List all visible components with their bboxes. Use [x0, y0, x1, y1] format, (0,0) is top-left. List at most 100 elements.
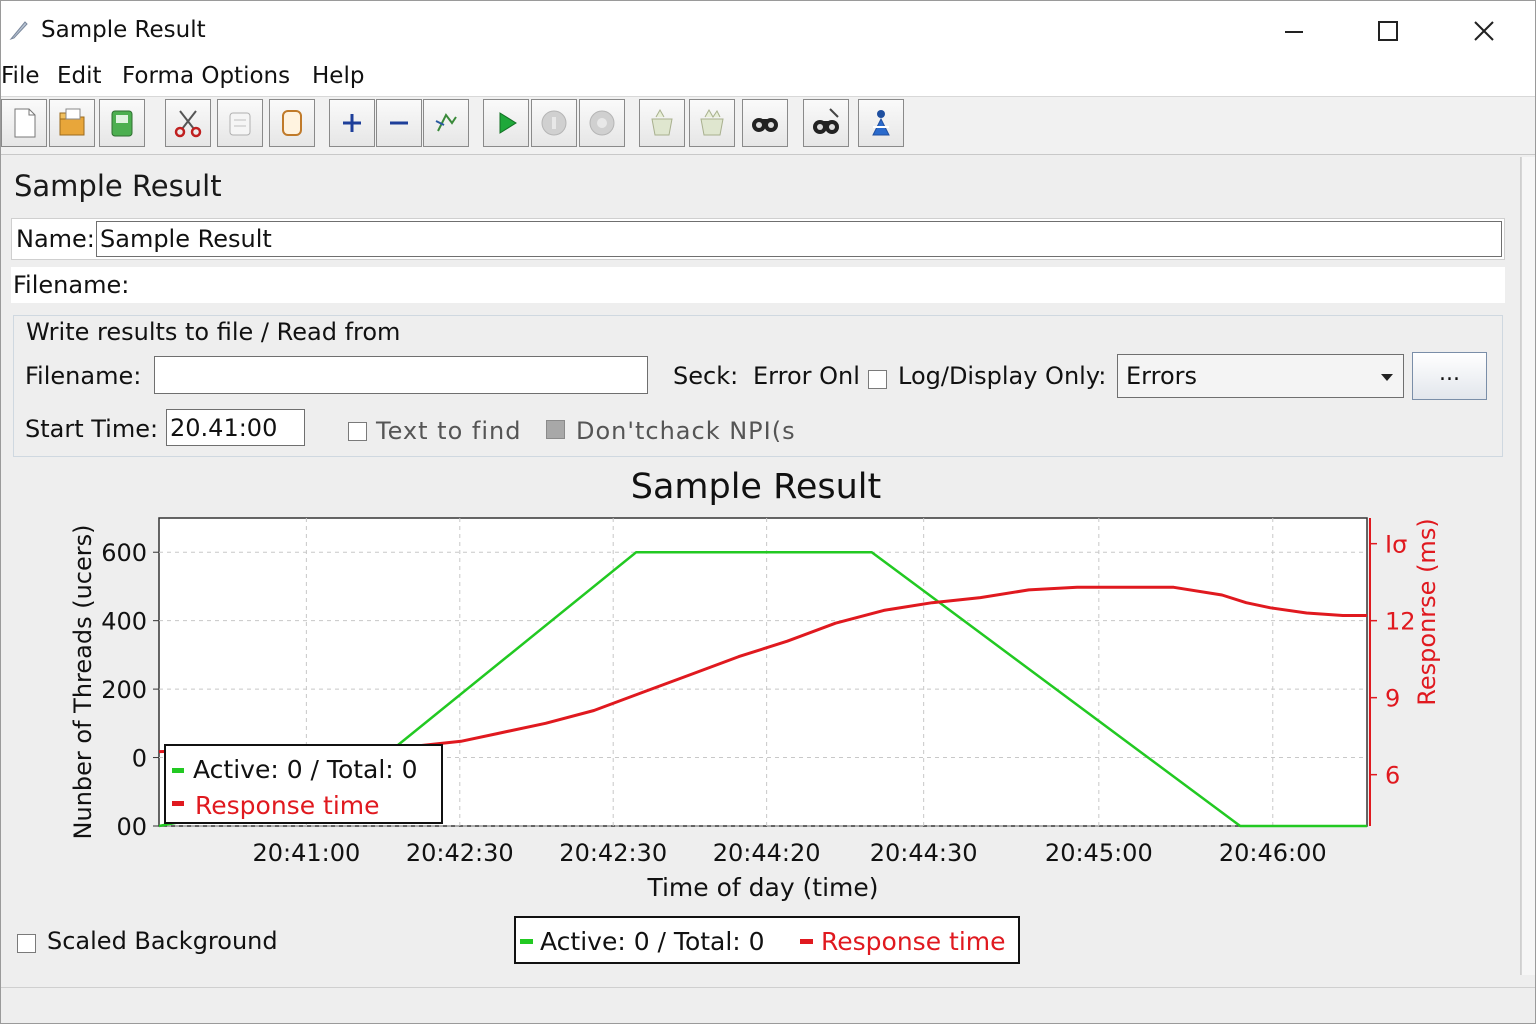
paste-button[interactable]: [269, 99, 315, 147]
vertical-scrollbar[interactable]: [1521, 157, 1535, 975]
log-display-value: Errors: [1126, 362, 1198, 390]
y-left-tick-label: 00: [116, 813, 147, 841]
close-button[interactable]: [1461, 11, 1507, 51]
new-button[interactable]: [1, 99, 47, 147]
collapse-minus-icon: [390, 121, 408, 125]
dont-check-checkbox[interactable]: [546, 420, 565, 439]
y-right-tick-label: 12: [1385, 608, 1416, 636]
save-button[interactable]: [99, 99, 145, 147]
text-to-find-checkbox[interactable]: [348, 422, 367, 441]
collapse-button[interactable]: [376, 99, 422, 147]
status-footer: [1, 987, 1535, 1023]
log-display-label: Log/Display Only:: [898, 362, 1107, 390]
minimize-button[interactable]: [1271, 11, 1317, 51]
search-icon: [752, 118, 778, 132]
open-button[interactable]: [49, 99, 95, 147]
y-left-axis-label: Nunber of Threads (ucers): [69, 525, 97, 840]
shutdown-icon: [589, 110, 615, 136]
clear-all-button[interactable]: [689, 99, 735, 147]
filename-label: Filename:: [13, 271, 130, 299]
x-tick-label: 20:41:00: [252, 839, 360, 867]
name-input[interactable]: [96, 221, 1502, 257]
copy-button[interactable]: [217, 99, 263, 147]
maximize-icon: [1378, 21, 1398, 41]
y-right-tick-label: 9: [1385, 685, 1400, 713]
y-left-tick-label: 0: [132, 745, 147, 773]
legend-active-swatch: [520, 939, 533, 944]
x-tick-label: 20:44:30: [870, 839, 978, 867]
menu-bar: File Edit Forma Options Help: [1, 61, 1535, 97]
function-helper-icon: [872, 110, 890, 136]
toggle-icon: [435, 113, 457, 132]
name-label: Name:: [16, 225, 95, 253]
log-display-select[interactable]: Errors: [1117, 354, 1404, 398]
cut-icon: [174, 110, 202, 138]
shutdown-button[interactable]: [579, 99, 625, 147]
expand-button[interactable]: [329, 99, 375, 147]
clear-all-icon: [700, 108, 724, 136]
bottom-legend-active-label: Active: 0 / Total: 0: [540, 927, 765, 956]
maximize-button[interactable]: [1365, 11, 1411, 51]
x-tick-label: 20:45:00: [1045, 839, 1153, 867]
scaled-background-label: Scaled Background: [47, 927, 278, 955]
clear-icon: [651, 108, 673, 136]
scaled-background-checkbox[interactable]: [17, 934, 36, 953]
paste-icon: [282, 110, 302, 136]
open-folder-icon: [59, 108, 85, 136]
inset-legend-active-label: Active: 0 / Total: 0: [193, 755, 418, 784]
copy-icon: [229, 112, 251, 136]
window-title: Sample Result: [41, 17, 206, 43]
y-right-tick-label: Ισ: [1385, 531, 1407, 559]
menu-help[interactable]: Help: [312, 63, 365, 89]
write-results-group: Write results to file / Read from Filena…: [13, 315, 1503, 457]
clear-button[interactable]: [639, 99, 685, 147]
inset-legend-active-swatch: [172, 768, 184, 773]
y-left-tick-label: 400: [101, 608, 147, 636]
start-icon: [499, 112, 517, 134]
cut-button[interactable]: [165, 99, 211, 147]
results-filename-label: Filename:: [25, 362, 142, 390]
bottom-legend: Active: 0 / Total: 0 Response time: [514, 916, 1020, 964]
menu-format-options[interactable]: Forma Options: [122, 63, 291, 89]
x-tick-label: 20:42:30: [559, 839, 667, 867]
panel-title: Sample Result: [14, 169, 222, 203]
reset-search-icon: [813, 108, 839, 134]
new-document-icon: [14, 108, 36, 138]
start-time-label: Start Time:: [25, 415, 159, 443]
x-tick-label: 20:46:00: [1219, 839, 1327, 867]
y-left-tick-label: 600: [101, 539, 147, 567]
menu-edit[interactable]: Edit: [57, 63, 102, 89]
expand-plus-icon: [343, 114, 361, 132]
filename-row: Filename:: [11, 267, 1505, 303]
stop-button[interactable]: [531, 99, 577, 147]
error-only-checkbox[interactable]: [868, 370, 887, 389]
x-tick-label: 20:42:30: [406, 839, 514, 867]
y-right-tick-label: 6: [1385, 762, 1400, 790]
close-icon: [1474, 21, 1494, 41]
menu-file[interactable]: File: [1, 63, 40, 89]
x-axis-label: Time of day (time): [646, 873, 878, 902]
inset-legend: [164, 744, 443, 824]
chart: 20:41:00 20:42:30 20:42:30 20:44:20 20:44:30…: [69, 517, 1441, 902]
legend-response-swatch: [800, 939, 813, 944]
search-button[interactable]: [742, 99, 788, 147]
results-filename-input[interactable]: [154, 356, 648, 394]
chevron-down-icon: [1381, 374, 1393, 381]
function-helper-button[interactable]: [858, 99, 904, 147]
start-button[interactable]: [483, 99, 529, 147]
browse-button[interactable]: ...: [1412, 352, 1487, 400]
y-left-tick-label: 200: [101, 676, 147, 704]
dont-check-label: Don'tchack NPI(s: [576, 417, 796, 445]
title-bar: Sample Result: [1, 1, 1535, 61]
start-time-input[interactable]: [166, 409, 305, 446]
reset-search-button[interactable]: [803, 99, 849, 147]
name-row: Name:: [11, 218, 1505, 260]
text-to-find-label: Text to find: [376, 417, 522, 445]
seck-label: Seck:: [673, 362, 739, 390]
minimize-icon: [1285, 31, 1303, 33]
chart-title: Sample Result: [630, 467, 882, 507]
save-icon: [111, 110, 133, 137]
toggle-button[interactable]: [423, 99, 469, 147]
inset-legend-response-label: Response time: [195, 791, 380, 820]
